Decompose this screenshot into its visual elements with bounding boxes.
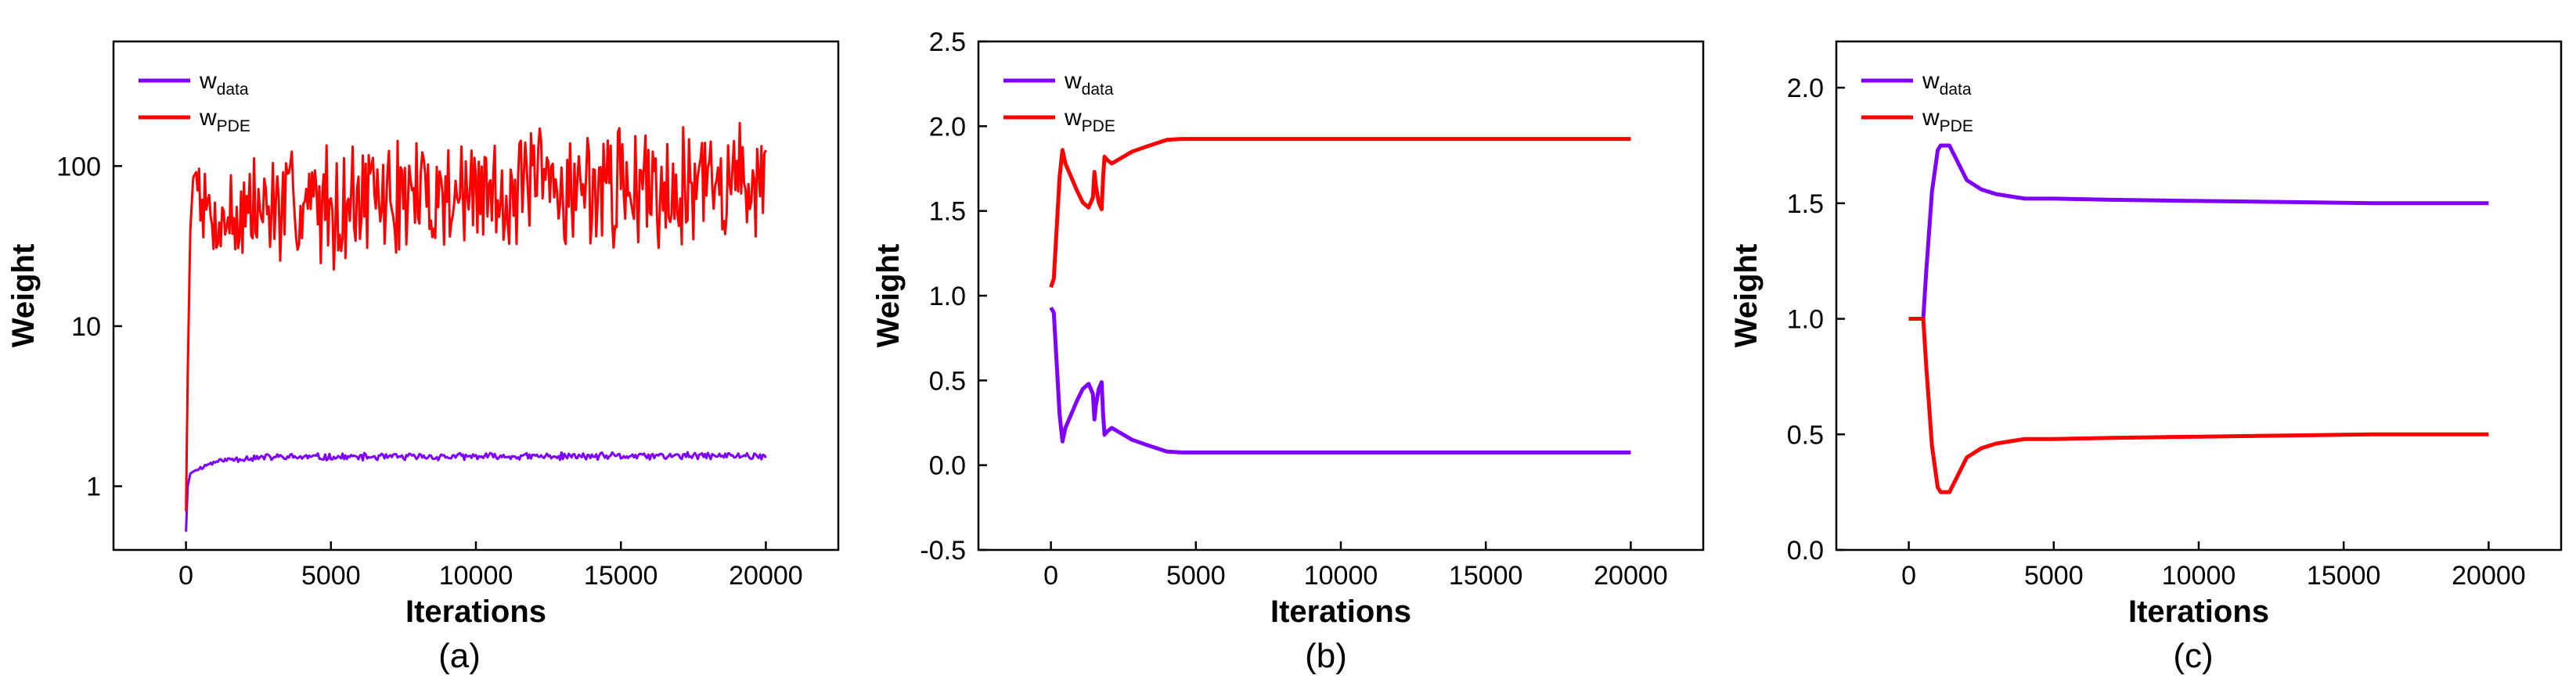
- y-tick-label: 0.5: [1787, 420, 1824, 450]
- legend-subscript: PDE: [1082, 117, 1115, 135]
- legend-subscript: data: [1940, 81, 1972, 99]
- series-line-w-data: [185, 451, 767, 532]
- x-tick-label: 5000: [1166, 561, 1226, 591]
- y-axis-title: Weight: [871, 244, 906, 348]
- x-tick-label: 5000: [301, 561, 361, 591]
- y-tick-label: 0.0: [1787, 536, 1824, 566]
- y-tick-label: 2.0: [929, 112, 966, 142]
- legend-label-data: wdata: [1922, 68, 1972, 99]
- legend-label-data: wdata: [1064, 68, 1114, 99]
- series-line-w-pde: [1908, 317, 2489, 494]
- chart-panel-3: 0 5000 10000 15000 20000 0.0 0.5 1.0 1.5 2.0 Itera…: [1729, 40, 2563, 629]
- legend-subscript: PDE: [217, 117, 250, 135]
- x-tick-label: 20000: [729, 561, 803, 591]
- chart-panel-2: 0 5000 10000 15000 20000 -0.5 0.0 0.5 1.0 1.5 2.0 2…: [871, 27, 1705, 629]
- legend-label-data: wdata: [199, 68, 249, 99]
- series-line-w-data: [1049, 306, 1631, 454]
- x-tick-label: 5000: [2024, 561, 2084, 591]
- x-tick-label: 15000: [1449, 561, 1523, 591]
- legend-subscript: data: [1082, 81, 1114, 99]
- x-axis-title: Iterations: [2128, 595, 2269, 629]
- x-axis-title: Iterations: [405, 595, 546, 629]
- panel-label: (b): [1305, 637, 1347, 675]
- x-tick-label: 0: [178, 561, 193, 591]
- y-axis-title: Weight: [6, 244, 41, 348]
- legend-label-pde: wPDE: [1922, 105, 1973, 135]
- x-tick-label: 0: [1043, 561, 1058, 591]
- y-tick-label: 1: [86, 472, 101, 502]
- x-tick-label: 10000: [439, 561, 513, 591]
- series-line-w-data: [1908, 143, 2489, 321]
- x-tick-label: 10000: [2162, 561, 2236, 591]
- y-tick-label: 1.0: [929, 282, 966, 311]
- panel-label: (a): [438, 637, 481, 675]
- y-axis-title: Weight: [1729, 244, 1764, 348]
- x-tick-label: 15000: [2307, 561, 2381, 591]
- legend-base: w: [199, 105, 217, 131]
- legend-base: w: [199, 68, 217, 94]
- series-line-w-pde: [185, 121, 767, 512]
- legend-base: w: [1064, 105, 1082, 131]
- x-tick-label: 20000: [1594, 561, 1668, 591]
- y-tick-label: 1.0: [1787, 305, 1824, 335]
- y-tick-label: 0.0: [929, 451, 966, 481]
- legend-subscript: data: [217, 81, 249, 99]
- x-tick-label: 20000: [2452, 561, 2526, 591]
- x-tick-label: 10000: [1304, 561, 1378, 591]
- y-tick-label: 1.5: [1787, 189, 1824, 219]
- legend-label-pde: wPDE: [199, 105, 250, 135]
- y-tick-label: 2.0: [1787, 74, 1824, 103]
- y-tick-label: 100: [56, 152, 101, 181]
- x-axis-title: Iterations: [1270, 595, 1411, 629]
- series-line-w-pde: [1049, 137, 1631, 289]
- y-tick-label: 1.5: [929, 197, 966, 227]
- y-tick-label: 2.5: [929, 27, 966, 57]
- y-tick-label: 10: [71, 312, 101, 342]
- x-tick-label: 0: [1901, 561, 1916, 591]
- legend-subscript: PDE: [1940, 117, 1973, 135]
- legend-label-pde: wPDE: [1064, 105, 1115, 135]
- y-tick-label: -0.5: [920, 536, 966, 566]
- legend-base: w: [1922, 105, 1940, 131]
- legend-base: w: [1064, 68, 1082, 94]
- chart-panel-1: 0 5000 10000 15000 20000 1 10 100 Iterations Weig…: [6, 40, 840, 629]
- legend-base: w: [1922, 68, 1940, 94]
- panel-label: (c): [2173, 637, 2213, 675]
- y-tick-label: 0.5: [929, 366, 966, 396]
- x-tick-label: 15000: [584, 561, 658, 591]
